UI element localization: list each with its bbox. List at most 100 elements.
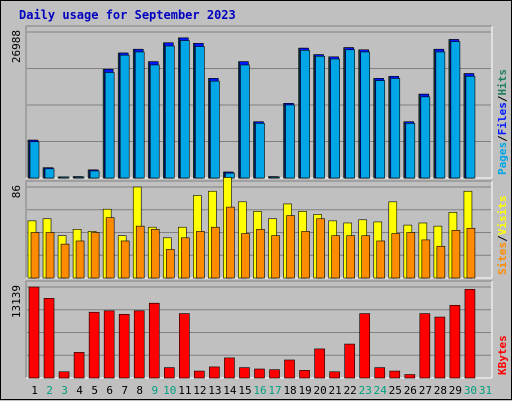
bar-kbytes bbox=[209, 366, 220, 379]
bar-kbytes bbox=[419, 313, 431, 379]
bar-kbytes bbox=[58, 371, 70, 379]
x-tick-label: 9 bbox=[151, 384, 158, 397]
bar-kbytes bbox=[359, 313, 371, 379]
x-tick-label: 23 bbox=[359, 384, 372, 397]
bar-sites bbox=[30, 232, 40, 279]
x-tick-label: 1 bbox=[31, 384, 38, 397]
bar-sites bbox=[196, 231, 205, 279]
x-tick-label: 11 bbox=[178, 384, 191, 397]
bar-kbytes bbox=[299, 370, 310, 379]
legend-hits-files-pages: Pages/Files/Hits bbox=[496, 69, 509, 175]
legend-entry: Pages bbox=[496, 142, 509, 175]
legend-entry: / bbox=[496, 95, 509, 102]
x-tick-label: 5 bbox=[91, 384, 98, 397]
bar-sites bbox=[361, 235, 371, 279]
bar-sites bbox=[286, 215, 295, 279]
bar-sites bbox=[181, 237, 190, 279]
bar-pages bbox=[270, 176, 280, 179]
bar-kbytes bbox=[194, 370, 205, 379]
legend-entry: Visits bbox=[496, 196, 509, 236]
bar-kbytes bbox=[148, 302, 160, 379]
legend-entry: Files bbox=[496, 102, 509, 135]
bar-pages bbox=[164, 45, 175, 179]
x-tick-label: 19 bbox=[298, 384, 311, 397]
bar-sites bbox=[331, 235, 340, 279]
bar-sites bbox=[406, 232, 416, 279]
bar-pages bbox=[149, 64, 160, 179]
bar-kbytes bbox=[464, 289, 476, 379]
bar-pages bbox=[420, 96, 431, 179]
x-tick-label: 29 bbox=[449, 384, 462, 397]
bar-kbytes bbox=[133, 310, 145, 379]
panel-kbytes bbox=[26, 281, 492, 378]
bar-sites bbox=[421, 239, 431, 279]
x-tick-label: 31 bbox=[479, 384, 492, 397]
bar-sites bbox=[135, 225, 145, 279]
bar-kbytes bbox=[224, 357, 235, 379]
bar-pages bbox=[390, 78, 401, 179]
bar-pages bbox=[360, 51, 371, 179]
bar-kbytes bbox=[329, 371, 340, 379]
bar-kbytes bbox=[239, 367, 250, 379]
legend-entry: Hits bbox=[496, 69, 509, 96]
bar-sites bbox=[165, 249, 175, 279]
bar-sites bbox=[451, 230, 461, 279]
bar-pages bbox=[255, 123, 265, 179]
bar-sites bbox=[436, 245, 446, 279]
bar-sites bbox=[256, 229, 265, 279]
bar-kbytes bbox=[434, 316, 446, 379]
bar-pages bbox=[450, 41, 461, 179]
x-tick-label: 17 bbox=[268, 384, 281, 397]
bar-pages bbox=[240, 64, 250, 179]
bar-pages bbox=[285, 104, 295, 179]
y-max-label: 26988 bbox=[10, 30, 23, 63]
bar-kbytes bbox=[344, 343, 355, 379]
x-tick-label: 22 bbox=[344, 384, 357, 397]
bar-kbytes bbox=[374, 367, 386, 379]
bar-pages bbox=[119, 54, 130, 179]
bar-sites bbox=[75, 240, 85, 279]
bar-pages bbox=[375, 80, 386, 179]
x-tick-label: 21 bbox=[329, 384, 342, 397]
bar-pages bbox=[134, 51, 145, 179]
x-tick-label: 20 bbox=[314, 384, 327, 397]
y-max-label: 86 bbox=[10, 185, 23, 198]
bar-pages bbox=[89, 170, 100, 179]
bar-kbytes bbox=[449, 304, 461, 379]
x-tick-label: 27 bbox=[419, 384, 432, 397]
x-tick-label: 13 bbox=[208, 384, 221, 397]
bar-sites bbox=[45, 232, 55, 279]
bar-sites bbox=[120, 240, 130, 279]
bar-kbytes bbox=[73, 352, 85, 379]
bar-pages bbox=[44, 168, 55, 179]
bar-pages bbox=[435, 51, 446, 179]
bar-pages bbox=[74, 176, 85, 179]
x-tick-label: 12 bbox=[193, 384, 206, 397]
legend-visits-sites: Sites/Visits bbox=[496, 196, 509, 276]
bar-kbytes bbox=[179, 313, 190, 379]
bar-sites bbox=[271, 235, 280, 279]
bar-pages bbox=[195, 46, 205, 179]
x-tick-label: 30 bbox=[464, 384, 477, 397]
bar-pages bbox=[29, 141, 40, 179]
x-tick-label: 8 bbox=[136, 384, 143, 397]
x-tick-label: 6 bbox=[106, 384, 113, 397]
legend-entry: / bbox=[496, 135, 509, 142]
bar-pages bbox=[104, 72, 115, 179]
bar-pages bbox=[345, 49, 355, 179]
bar-kbytes bbox=[389, 370, 401, 379]
bar-pages bbox=[405, 123, 416, 179]
x-tick-label: 14 bbox=[223, 384, 237, 397]
x-tick-label: 15 bbox=[238, 384, 251, 397]
bar-sites bbox=[376, 240, 386, 279]
x-tick-label: 18 bbox=[283, 384, 296, 397]
bar-kbytes bbox=[284, 359, 295, 379]
bar-kbytes bbox=[269, 369, 280, 379]
chart-title: Daily usage for September 2023 bbox=[19, 8, 236, 22]
bar-pages bbox=[315, 55, 325, 179]
x-tick-label: 28 bbox=[434, 384, 447, 397]
bar-sites bbox=[391, 233, 401, 279]
bar-sites bbox=[105, 217, 115, 279]
bar-pages bbox=[180, 40, 190, 179]
bar-pages bbox=[465, 75, 476, 179]
